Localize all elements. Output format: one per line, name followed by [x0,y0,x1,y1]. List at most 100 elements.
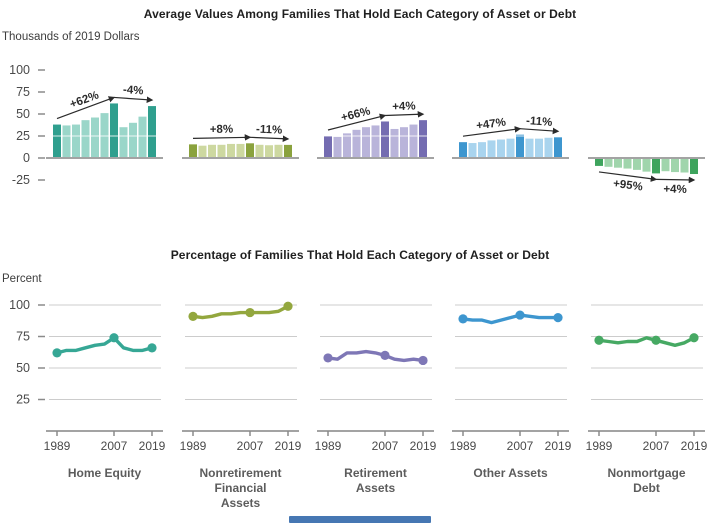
bar [217,144,226,158]
data-point-marker [553,313,563,323]
x-axis-tick-label: 1989 [450,439,477,453]
data-line [191,304,290,320]
bar [129,122,137,158]
bar [255,144,264,158]
bar [333,136,342,158]
y-axis-tick-label: 50 [16,107,30,121]
annotation-label: +95% [612,178,643,194]
annotation-arrow [598,171,658,182]
y-axis-tick-label: 75 [16,330,30,344]
y-axis-tick-label: 25 [16,129,30,143]
bar [371,125,380,158]
bar-panel-other-assets: +47% -11% [452,115,569,159]
bar [661,158,670,172]
bar [324,136,332,158]
bar [91,117,99,158]
bar [516,134,524,158]
bar [227,143,235,158]
bar [497,139,505,158]
annotation-label: -11% [256,124,283,137]
annotation-label: +62% [68,89,100,111]
annotation-label: +4% [663,184,687,196]
y-axis-tick-label: 75 [16,85,30,99]
y-axis-tick-label: 100 [9,298,30,312]
x-axis-tick-label: 1989 [44,439,71,453]
annotation-arrow [249,135,290,142]
bar [110,103,118,158]
bar [623,158,632,169]
annotation-arrow [56,96,116,120]
line-panel-nonretirement-financial-assets: 1989 2007 2019 [180,301,302,453]
bar [81,120,90,158]
line-panel-retirement-assets: 1989 2007 2019 [315,304,437,453]
bar [62,125,71,158]
data-point-marker [380,350,390,360]
category-label-nonretirement-financial-assets: Nonretirement Financial Assets [199,466,282,510]
data-line [326,349,425,363]
data-point-marker [188,311,198,321]
data-point-marker [245,307,255,318]
y-axis-tick-label: -25 [12,173,30,187]
x-axis-tick-label: 2007 [372,439,399,453]
bottom-chart-title: Percentage of Families That Hold Each Ca… [170,248,550,262]
line-panel-nonmortgage-debt: 1989 2007 2019 [586,304,708,453]
x-axis-tick-label: 2019 [275,439,302,453]
video-progress-bar[interactable] [289,516,431,523]
bar [604,158,613,167]
bar [343,133,351,158]
bar [595,158,603,166]
line-panel-home-equity: 1989 2007 2019 [44,304,166,453]
bar [274,144,283,158]
annotation-label: -4% [123,84,144,97]
bar [478,142,486,158]
x-axis-tick-label: 2019 [681,439,708,453]
bar [138,116,147,158]
annotation-label: +8% [210,124,234,136]
bar [381,121,389,158]
data-point-marker [515,310,525,320]
data-point-marker [323,353,333,363]
y-axis-tick-label: 25 [16,393,30,407]
y-axis-tick-label: 100 [9,63,30,77]
bar [72,124,80,158]
bar [400,127,408,158]
bar-panel-home-equity: +62% -4% [46,84,163,159]
bar-panel-nonretirement-financial-assets: +8% -11% [182,124,299,159]
x-axis-tick-label: 1989 [586,439,613,453]
bar [284,144,292,158]
bar [409,124,418,158]
top-chart-title: Average Values Among Families That Hold … [143,7,577,21]
data-line [597,336,696,347]
annotation-arrow [462,126,522,137]
annotation-arrow [384,111,425,118]
y-axis-tick-label: 0 [23,151,30,165]
top-chart-unit-label: Thousands of 2019 Dollars [2,31,140,43]
data-point-marker [458,314,468,324]
bar [544,137,553,158]
annotation-arrow [519,127,560,135]
bar [148,106,156,158]
bar [198,145,207,158]
bar [189,144,197,158]
bar [690,158,698,175]
bar [525,138,534,158]
data-line [55,336,154,355]
bottom-chart-unit-label: Percent [2,273,42,285]
x-axis-tick-label: 1989 [180,439,207,453]
bar-panel-nonmortgage-debt: +95% +4% [588,135,705,196]
annotation-label: +66% [340,105,372,124]
data-line [461,313,560,325]
annotation-label: +47% [476,117,507,133]
bar [265,145,273,158]
annotation-label: +4% [392,100,416,113]
x-axis-tick-label: 2019 [139,439,166,453]
data-point-marker [689,333,699,343]
bar [642,158,651,172]
category-label-retirement-assets: Retirement Assets [344,466,407,495]
bar [362,127,370,158]
category-label-nonmortgage-debt: Nonmortgage Debt [607,466,686,495]
bar [246,143,254,158]
category-label-other-assets: Other Assets [473,466,548,480]
bar [506,138,515,158]
